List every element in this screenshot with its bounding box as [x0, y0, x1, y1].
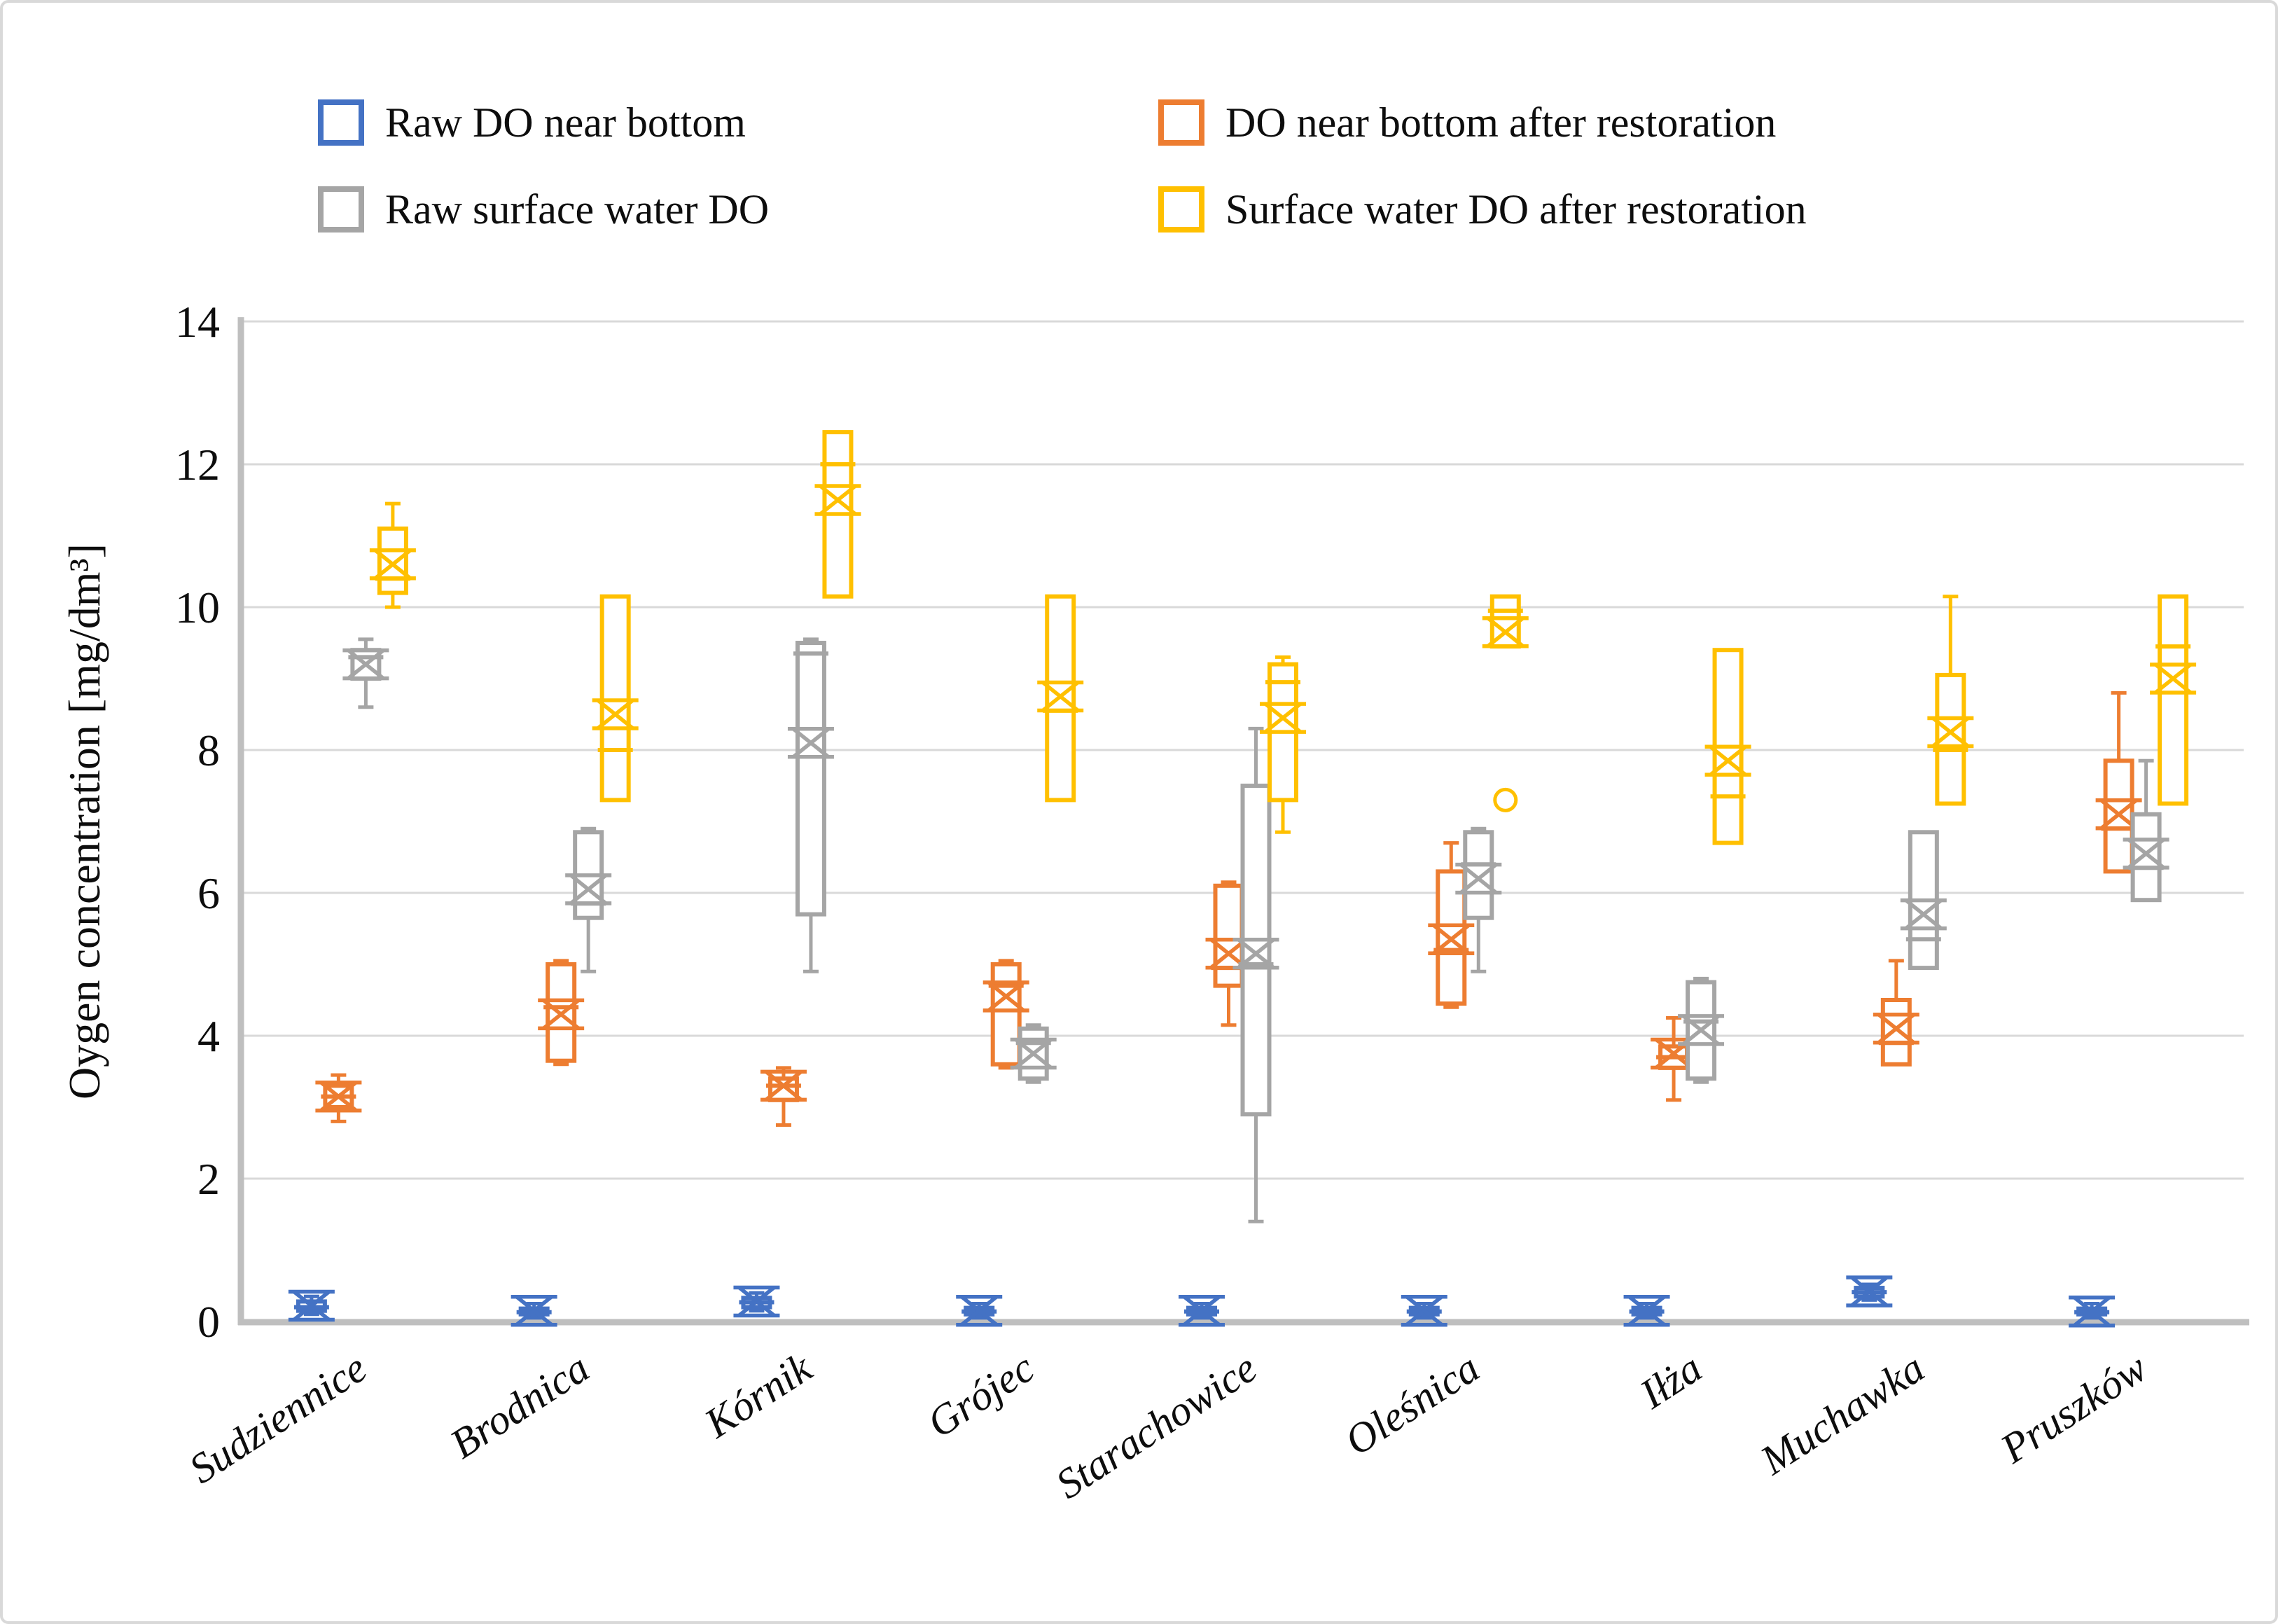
mean-marker-diag2-series4-cat1: [374, 548, 412, 580]
box-series3-cat3: [795, 641, 826, 917]
box-series4-cat2: [599, 594, 631, 803]
mean-marker-diag2-series1-cat8: [1850, 1276, 1889, 1307]
y-tick-label-2: 2: [197, 1154, 220, 1204]
mean-marker-diag2-series4-cat5: [1264, 702, 1302, 734]
mean-marker-diag2-series2-cat3: [765, 1070, 803, 1102]
mean-marker-diag2-series3-cat9: [2127, 838, 2165, 870]
mean-marker-diag2-series1-cat4: [960, 1295, 998, 1326]
mean-marker-diag2-series4-cat9: [2154, 662, 2192, 695]
box-series4-cat9: [2158, 594, 2189, 806]
y-tick-label-6: 6: [197, 868, 220, 918]
legend-label-do-near-bottom-after-restoration: DO near bottom after restoration: [1225, 99, 1777, 146]
mean-marker-diag2-series3-cat8: [1905, 898, 1943, 930]
mean-marker-diag2-series3-cat1: [347, 648, 385, 680]
mean-marker-diag2-series3-cat5: [1237, 938, 1275, 969]
mean-marker-diag2-series1-cat9: [2073, 1296, 2111, 1327]
mean-marker-diag2-series4-cat7: [1709, 745, 1747, 777]
box-series2-cat8: [1880, 998, 1912, 1067]
legend-label-raw-surface-water-do: Raw surface water DO: [385, 186, 770, 233]
mean-marker-diag2-series3-cat2: [569, 873, 607, 905]
box-series2-cat2: [546, 962, 577, 1063]
mean-marker-diag2-series4-cat8: [1931, 716, 1970, 748]
mean-marker-diag2-series2-cat9: [2099, 798, 2138, 830]
mean-marker-diag2-series4-cat4: [1041, 681, 1079, 712]
box-series4-cat1: [377, 526, 408, 595]
legend-item-raw-do-near-bottom: Raw DO near bottom: [318, 99, 746, 146]
mean-marker-diag2-series3-cat7: [1682, 1014, 1720, 1046]
mean-marker-diag2-series4-cat6: [1487, 616, 1525, 648]
legend-item-surface-water-do-after-restoration: Surface water DO after restoration: [1158, 186, 1807, 233]
mean-marker-diag2-series1-cat3: [737, 1286, 776, 1317]
mean-marker-diag2-series2-cat8: [1877, 1013, 1915, 1044]
mean-marker-diag2-series1-cat7: [1627, 1295, 1666, 1326]
mean-marker-diag2-series2-cat2: [542, 999, 580, 1030]
legend-swatch-surface-water-do-after-restoration-icon: [1158, 186, 1204, 233]
legend-swatch-raw-surface-water-do-icon: [318, 186, 364, 233]
y-tick-label-0: 0: [197, 1297, 220, 1347]
x-category-label-9: Pruszków: [1992, 1345, 2155, 1473]
x-category-label-7: Iłża: [1631, 1345, 1709, 1418]
legend-swatch-do-near-bottom-after-restoration-icon: [1158, 99, 1204, 146]
legend-item-do-near-bottom-after-restoration: DO near bottom after restoration: [1158, 99, 1776, 146]
mean-marker-diag2-series1-cat5: [1183, 1295, 1221, 1326]
outlier-series4-cat6-1: [1493, 787, 1518, 812]
mean-marker-diag2-series1-cat1: [293, 1290, 331, 1321]
mean-marker-diag2-series3-cat4: [1015, 1038, 1053, 1069]
legend-swatch-raw-do-near-bottom-icon: [318, 99, 364, 146]
legend-label-surface-water-do-after-restoration: Surface water DO after restoration: [1225, 186, 1807, 233]
legend-item-raw-surface-water-do: Raw surface water DO: [318, 186, 769, 233]
x-category-label-5: Starachowice: [1048, 1345, 1265, 1508]
y-tick-label-10: 10: [175, 583, 220, 632]
x-category-label-1: Sudziennice: [181, 1345, 375, 1492]
box-series2-cat5: [1213, 883, 1244, 988]
mean-marker-diag2-series3-cat3: [792, 727, 830, 758]
box-series2-cat4: [990, 962, 1022, 1067]
mean-marker-diag2-series3-cat6: [1459, 863, 1497, 894]
y-tick-label-12: 12: [175, 440, 220, 490]
y-tick-label-8: 8: [197, 726, 220, 775]
x-category-label-8: Muchawka: [1752, 1345, 1933, 1484]
box-series2-cat3: [768, 1076, 799, 1102]
box-series3-cat9: [2130, 812, 2162, 903]
mean-marker-diag2-series2-cat7: [1655, 1038, 1693, 1069]
mean-marker-diag2-series4-cat3: [819, 484, 857, 516]
mean-marker-diag2-series4-cat2: [596, 698, 634, 730]
mean-marker-diag2-series2-cat4: [987, 980, 1025, 1013]
y-tick-label-14: 14: [175, 297, 220, 347]
mean-marker-diag2-series1-cat6: [1405, 1295, 1443, 1326]
box-series3-cat5: [1240, 784, 1272, 1117]
x-category-label-2: Brodnica: [442, 1345, 597, 1468]
box-series3-cat6: [1463, 830, 1494, 920]
x-category-label-3: Kórnik: [696, 1344, 821, 1447]
box-series3-cat4: [1018, 1026, 1049, 1081]
mean-marker-diag2-series1-cat2: [515, 1295, 553, 1326]
x-category-label-6: Oleśnica: [1337, 1345, 1487, 1465]
mean-marker-diag2-series2-cat1: [319, 1081, 358, 1112]
y-tick-label-4: 4: [197, 1011, 220, 1061]
legend-label-raw-do-near-bottom: Raw DO near bottom: [385, 99, 746, 146]
x-category-label-4: Grójec: [919, 1345, 1043, 1447]
boxplot-canvas: 0 2 4 6 8 10 12 14 Sudziennice Brodnica Kórnik Grój…: [175, 297, 2249, 1508]
mean-marker-diag2-series2-cat6: [1432, 924, 1470, 955]
